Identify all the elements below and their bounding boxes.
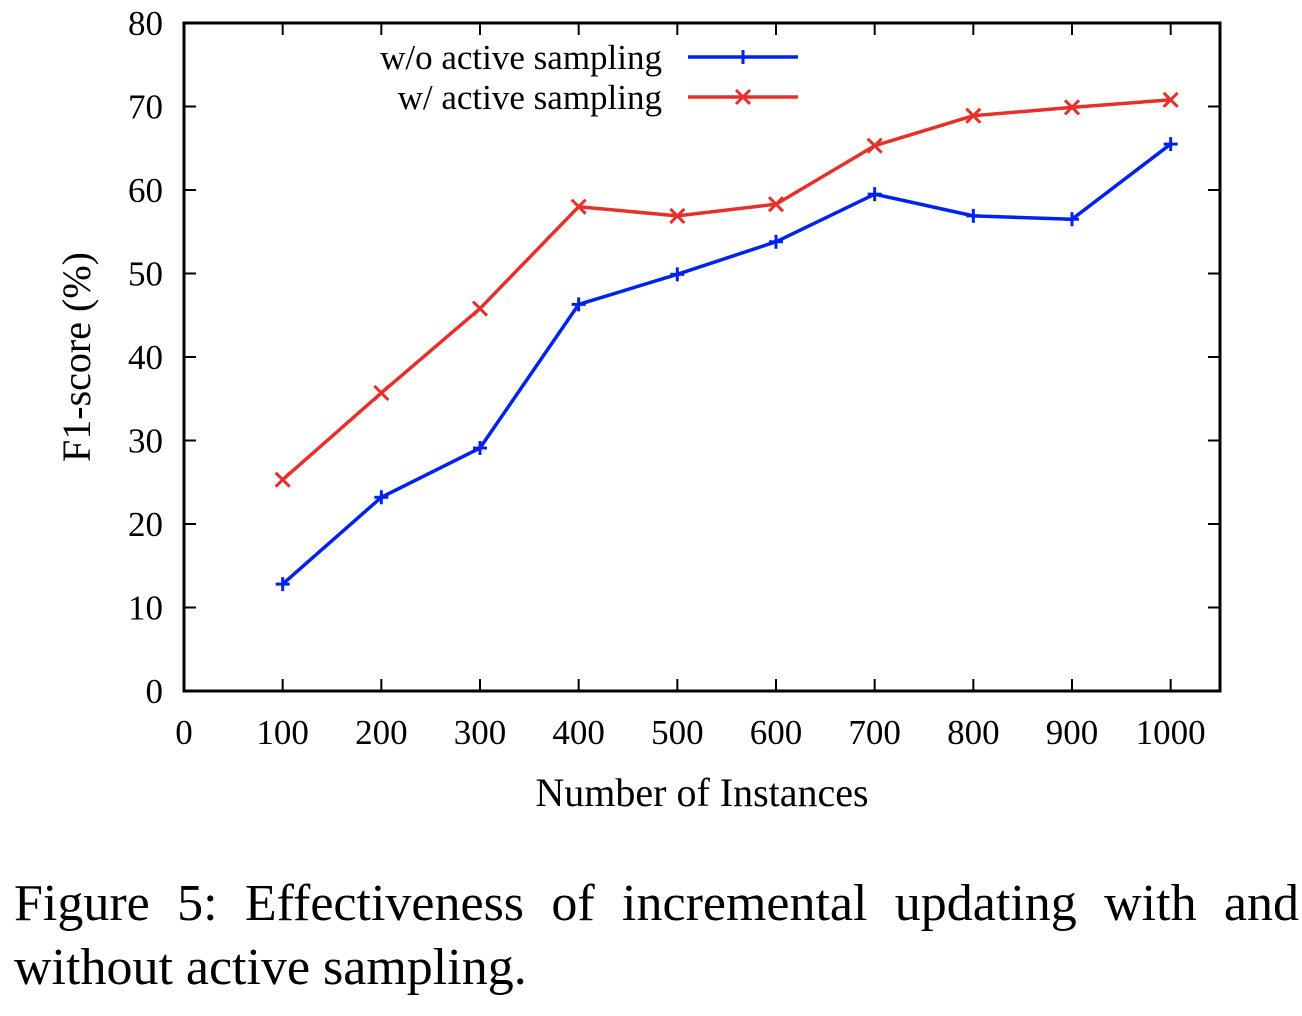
series-line-2 [281,98,1171,482]
cross-marker-b [669,207,686,224]
data-point [473,441,487,456]
legend-label-2: w/ active sampling [398,78,662,117]
cross-marker-b [471,300,489,317]
data-point [373,384,390,401]
legend-marker-1 [736,50,750,64]
plot-frame [182,21,1222,693]
cross-marker-b [274,471,291,488]
x-tick-label: 500 [651,713,704,752]
y-tick-label: 30 [128,422,163,461]
y-tick-label: 80 [128,4,163,43]
data-point [274,471,291,488]
y-tick-label: 10 [128,589,163,628]
cross-marker-b [866,137,883,154]
data-point [275,577,290,592]
data-point [965,107,982,124]
figure-caption: Figure 5: Effectiveness of incremental u… [14,875,1299,996]
x-tick-label: 600 [750,713,803,752]
data-point [670,267,685,282]
y-axis-label: F1-score (%) [54,252,99,462]
x-tick-label: 300 [454,713,507,752]
cross-marker-b [373,384,390,401]
x-tick-label: 400 [552,713,605,752]
x-tick-label: 700 [848,713,901,752]
data-point [866,137,883,154]
cross-marker-b [734,88,752,106]
data-point [1065,212,1079,227]
y-tick-label: 60 [128,171,163,210]
cross-marker-b [570,198,587,215]
axis-ticks: 0 100 200 300 400 500 600 700 800 900 1000 0 10 20 30 4… [128,4,1220,752]
x-tick-label: 1000 [1136,713,1206,752]
x-tick-label: 100 [256,713,309,752]
data-point [966,208,981,223]
series-line-1 [281,142,1172,586]
line-chart: 0 100 200 300 400 500 600 700 800 900 1000 0 10 20 30 4… [54,4,1222,815]
data-point [471,300,489,317]
series-markers [274,91,1179,592]
x-axis-label: Number of Instances [535,770,868,815]
legend-label-1: w/o active sampling [380,38,662,77]
y-tick-label: 40 [128,338,163,377]
x-tick-label: 0 [175,713,193,752]
cross-marker-b [1162,91,1179,108]
data-point [867,187,882,202]
data-point [669,207,686,224]
series-lines [281,98,1172,586]
y-tick-label: 20 [128,505,163,544]
x-tick-label: 200 [355,713,408,752]
cross-marker-b [1063,99,1081,116]
cross-marker-b [965,107,982,124]
data-point [1063,99,1081,116]
y-tick-label: 70 [128,88,163,127]
legend-marker-2 [734,88,752,106]
data-point [374,490,389,505]
data-point [767,196,785,213]
x-tick-label: 800 [947,713,1000,752]
data-point [570,198,587,215]
data-point [769,234,783,249]
x-tick-label: 900 [1046,713,1099,752]
data-point [1163,137,1178,152]
y-tick-label: 0 [146,672,164,711]
data-point [1162,91,1179,108]
data-point [571,297,586,312]
cross-marker-b [767,196,785,213]
y-tick-label: 50 [128,255,163,294]
